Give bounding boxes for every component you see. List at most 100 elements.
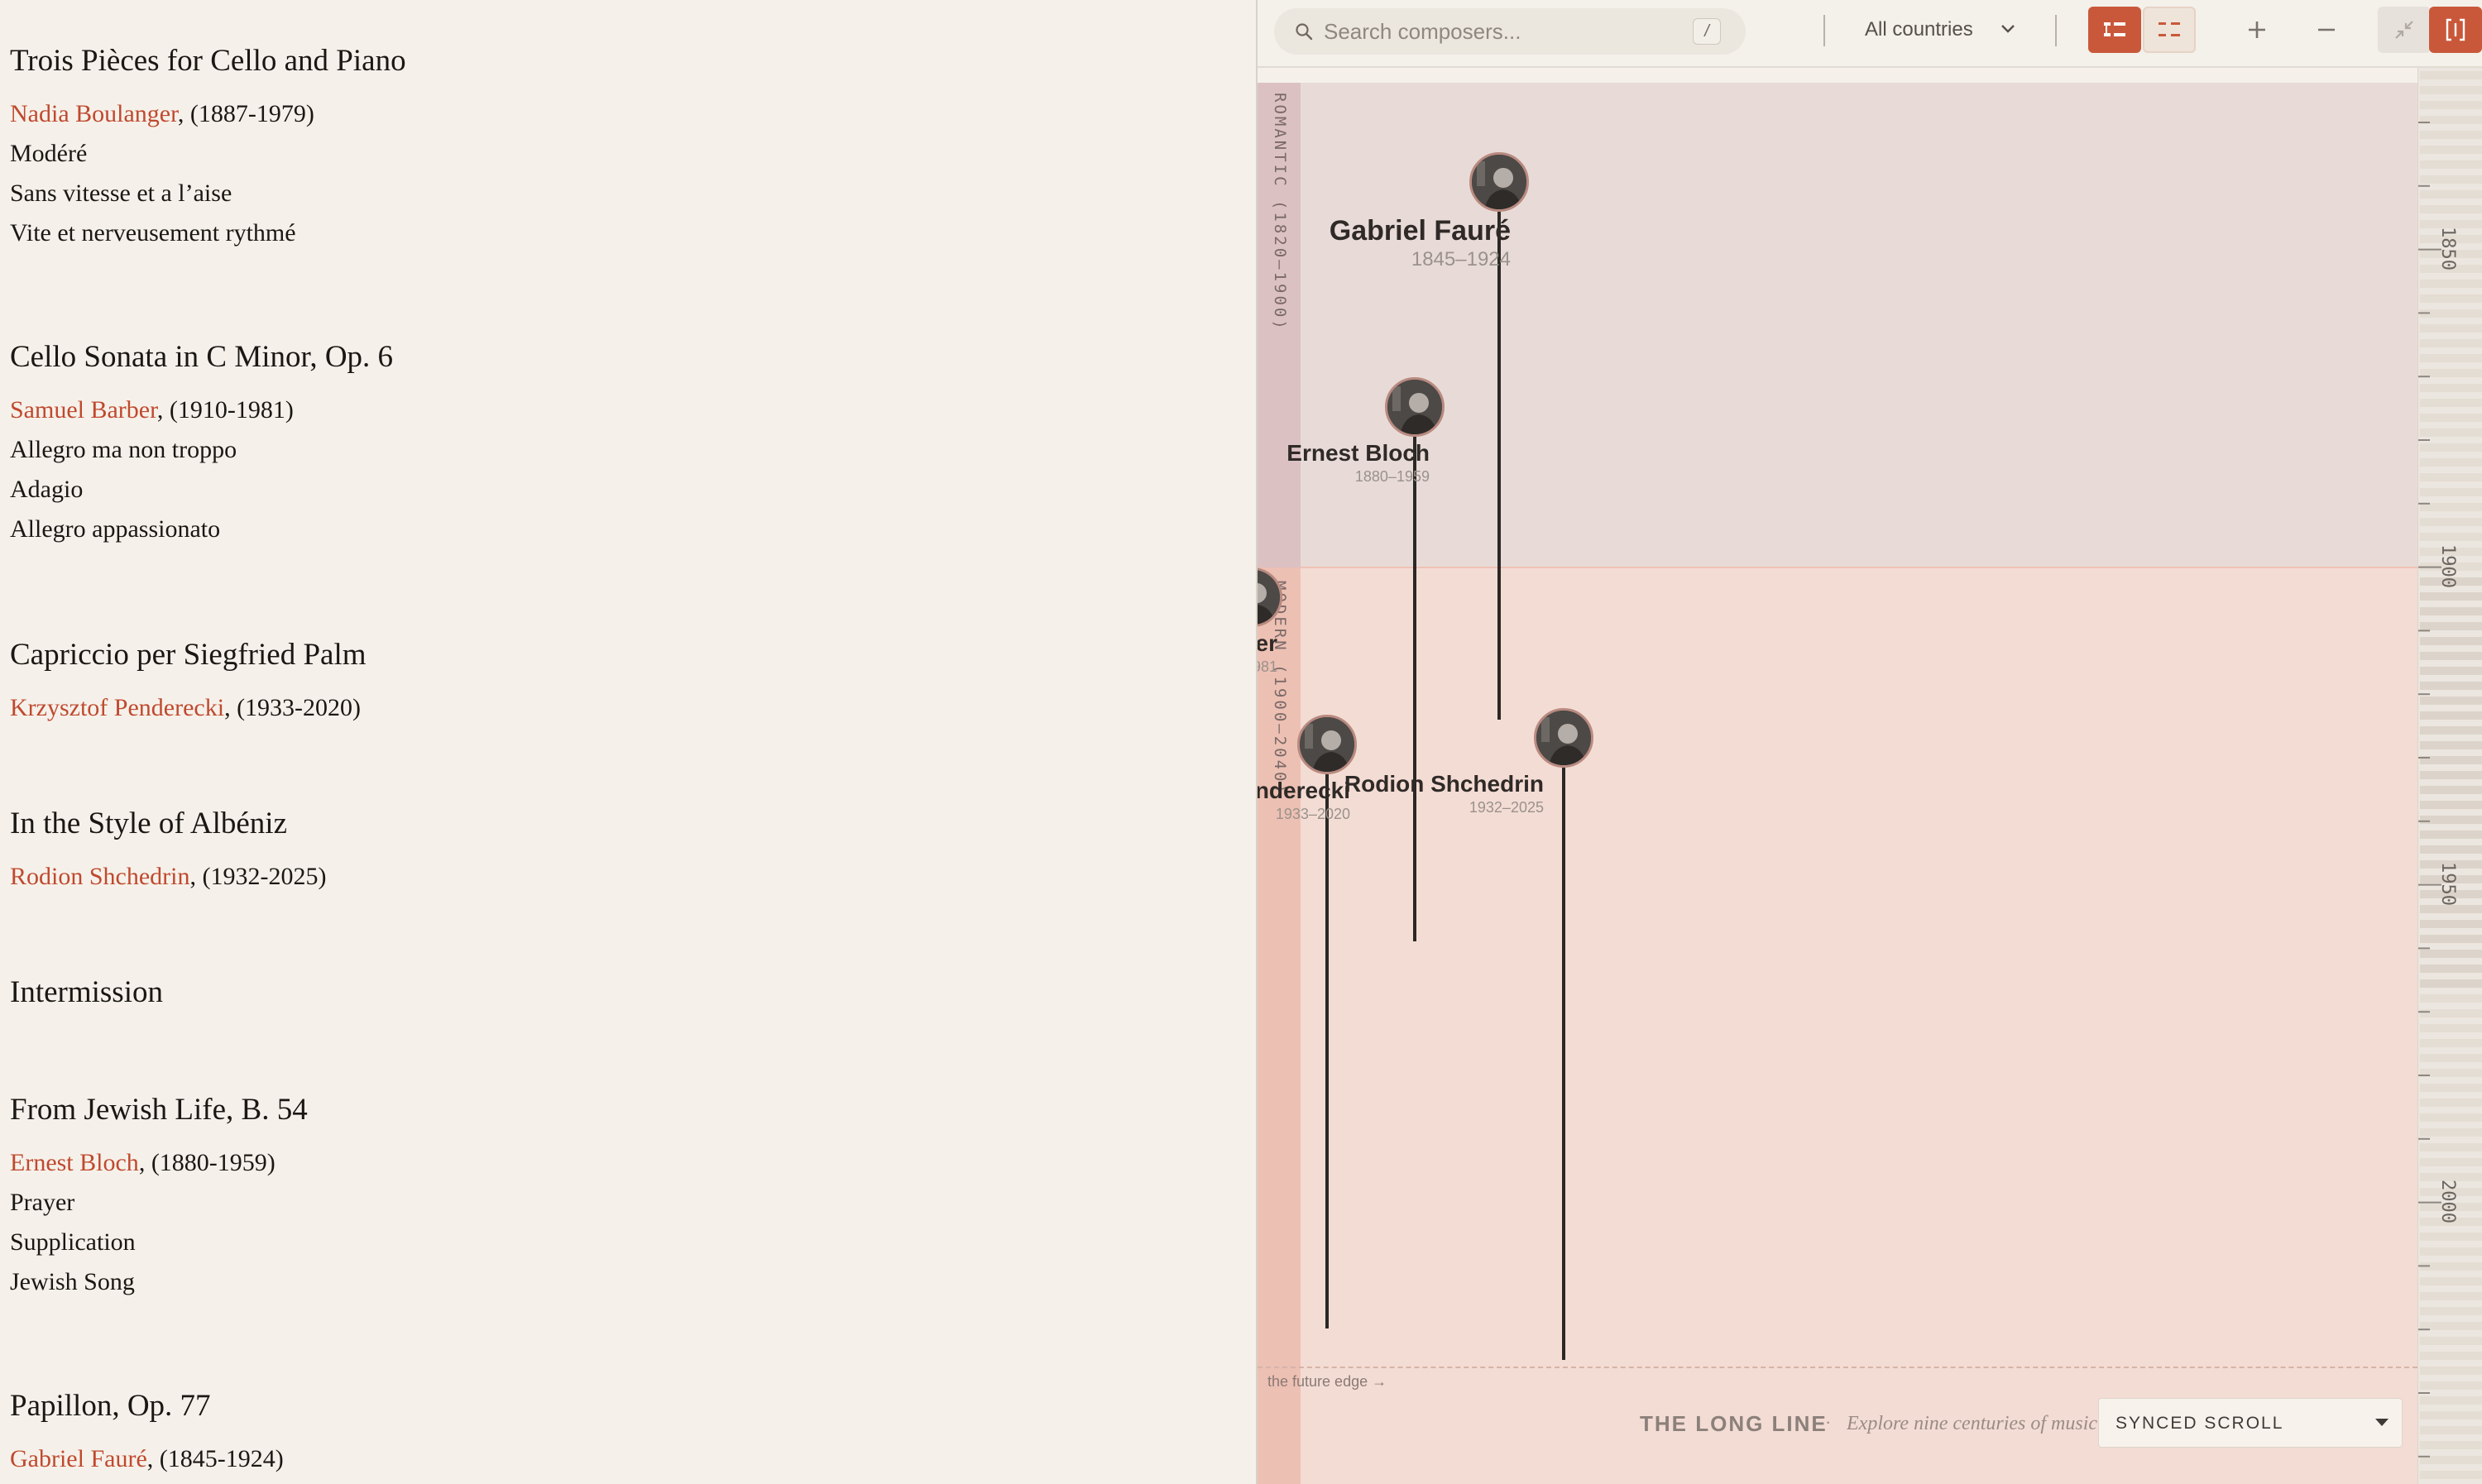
ruler-band (2420, 905, 2482, 913)
program-piece-3: Capriccio per Siegfried Palm Krzysztof P… (10, 637, 367, 722)
composer-name-bloch[interactable]: Ernest Bloch (1287, 440, 1430, 466)
ruler-band (2420, 131, 2482, 139)
ruler-year-label: 1950 (2437, 862, 2458, 906)
ruler-band (2420, 667, 2482, 675)
piece-title: Capriccio per Siegfried Palm (10, 638, 367, 672)
composer-name-barber[interactable]: Samuel Barber (1258, 630, 1277, 656)
ruler-band (2420, 831, 2482, 839)
composer-link-boulanger[interactable]: Nadia Boulanger (10, 100, 178, 127)
ruler-band (2420, 816, 2482, 824)
ruler-band (2420, 294, 2482, 303)
composer-line: Samuel Barber, (1910-1981) (10, 396, 393, 424)
composer-link-shchedrin[interactable]: Rodion Shchedrin (10, 863, 190, 890)
movement: Vite et nerveusement rythmé (10, 219, 296, 247)
composer-dates: , (1845-1924) (146, 1445, 284, 1472)
ruler-band (2420, 1277, 2482, 1285)
ruler-band (2420, 384, 2482, 392)
ruler-band (2420, 979, 2482, 988)
movement: Allegro ma non troppo (10, 436, 237, 463)
program-piece-1: Trois Pièces for Cello and Piano Nadia B… (10, 43, 406, 247)
ruler-year-label: 1850 (2437, 227, 2458, 270)
composer-dates-bloch: 1880–1959 (1354, 468, 1430, 485)
country-filter-select[interactable]: All countries (1848, 12, 2030, 48)
search-box[interactable]: / (1274, 8, 1746, 55)
portrait-barber[interactable] (1258, 567, 1282, 627)
composer-line: Gabriel Fauré, (1845-1924) (10, 1445, 284, 1473)
portrait-shchedrin[interactable] (1534, 708, 1593, 768)
year-ruler[interactable]: 1850 1900 1950 2000 (2417, 68, 2482, 1484)
ruler-band (2420, 175, 2482, 184)
movement: Modéré (10, 140, 88, 167)
ruler-band (2420, 1173, 2482, 1181)
ruler-band (2420, 875, 2482, 883)
piece-title: Papillon, Op. 77 (10, 1389, 211, 1423)
ruler-band (2420, 726, 2482, 735)
collapse-button[interactable] (2378, 7, 2431, 53)
ruler-band (2420, 220, 2482, 228)
ruler-band (2420, 1218, 2482, 1226)
scroll-mode-value: SYNCED SCROLL (2115, 1414, 2284, 1433)
era-strip-romantic[interactable] (1258, 83, 1301, 567)
ruler-band (2420, 845, 2482, 854)
ruler-band (2420, 592, 2482, 601)
composer-link-barber[interactable]: Samuel Barber (10, 396, 157, 424)
ruler-band (2420, 1396, 2482, 1405)
ruler-band (2420, 890, 2482, 898)
ruler-band (2420, 428, 2482, 437)
ruler-band (2420, 711, 2482, 720)
ruler-band (2420, 1337, 2482, 1345)
toolbar-separator (1823, 15, 1825, 46)
composer-name-shchedrin[interactable]: Rodion Shchedrin (1344, 771, 1544, 797)
era-strip-modern[interactable] (1258, 567, 1301, 1484)
composer-link-faure[interactable]: Gabriel Fauré (10, 1445, 147, 1472)
movement: Jewish Song (10, 1268, 135, 1295)
zoom-out-button[interactable] (2300, 7, 2353, 53)
composer-dates-penderecki: 1933–2020 (1275, 806, 1350, 822)
ruler-band (2420, 920, 2482, 928)
ruler-band (2420, 1084, 2482, 1092)
portrait-faure[interactable] (1469, 152, 1529, 212)
ruler-band (2420, 1113, 2482, 1122)
scroll-mode-select[interactable]: SYNCED SCROLL (2098, 1398, 2403, 1448)
lifeline-penderecki (1325, 774, 1329, 1328)
ruler-band (2420, 1352, 2482, 1360)
composer-name-penderecki[interactable]: Krzysztof Penderecki (1258, 778, 1350, 803)
expand-button[interactable] (2429, 7, 2482, 53)
search-input[interactable] (1324, 8, 1688, 55)
era-boundary (1258, 567, 2417, 568)
portrait-bloch[interactable] (1385, 377, 1445, 437)
portrait-penderecki[interactable] (1297, 715, 1357, 774)
composer-dates-barber: 1910–1981 (1258, 658, 1277, 675)
timeline-panel[interactable]: ROMANTIC (1820–1900) MODERN (1900–2040) … (1258, 0, 2482, 1484)
ruler-band (2420, 1054, 2482, 1062)
concert-program: Trois Pièces for Cello and Piano Nadia B… (10, 43, 406, 1473)
footer-separator: · (1825, 1411, 1832, 1432)
zoom-in-button[interactable] (2230, 7, 2283, 53)
ruler-band (2420, 71, 2482, 79)
ruler-band (2420, 1292, 2482, 1300)
panel-divider[interactable] (1256, 0, 1258, 1484)
ruler-band (2420, 280, 2482, 288)
lifeline-faure (1497, 212, 1501, 720)
composer-line: Ernest Bloch, (1880-1959) (10, 1149, 308, 1177)
list-view-button[interactable] (2088, 7, 2141, 53)
ruler-band (2420, 771, 2482, 779)
country-filter-value: All countries (1865, 18, 1973, 41)
piece-title: From Jewish Life, B. 54 (10, 1093, 308, 1127)
ruler-band (2420, 324, 2482, 333)
movement: Sans vitesse et a l’aise (10, 180, 232, 207)
piece-title: Trois Pièces for Cello and Piano (10, 44, 406, 78)
split-view-button[interactable] (2143, 7, 2196, 53)
composer-link-penderecki[interactable]: Krzysztof Penderecki (10, 694, 225, 721)
composer-name-faure[interactable]: Gabriel Fauré (1329, 215, 1511, 247)
composer-link-bloch[interactable]: Ernest Bloch (10, 1149, 139, 1176)
ruler-band (2420, 1322, 2482, 1330)
ruler-band (2420, 518, 2482, 526)
ruler-band (2420, 1128, 2482, 1137)
ruler-band (2420, 354, 2482, 362)
ruler-year-label: 1900 (2437, 544, 2458, 588)
ruler-band (2420, 548, 2482, 556)
ruler-band (2420, 309, 2482, 318)
ruler-band (2420, 577, 2482, 586)
ruler-band (2420, 1441, 2482, 1449)
